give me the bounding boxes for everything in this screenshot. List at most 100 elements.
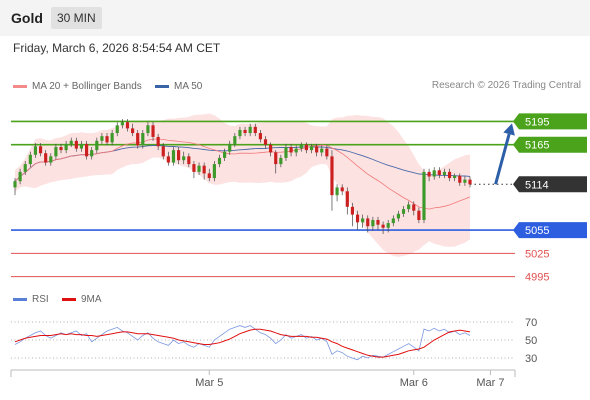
candle-body — [182, 156, 186, 161]
candle — [299, 142, 303, 152]
candle-body — [427, 171, 431, 177]
projection-arrow-shaft — [494, 133, 511, 185]
candle — [146, 122, 150, 137]
candle-body — [54, 147, 58, 157]
candle-body — [243, 129, 247, 134]
candle — [253, 123, 257, 137]
candle-body — [166, 156, 170, 163]
candle-body — [130, 128, 135, 134]
rsi-line — [14, 325, 471, 361]
candle-body — [120, 122, 124, 126]
candle — [304, 142, 308, 154]
candle-body — [376, 220, 380, 225]
bollinger-swatch — [13, 85, 27, 88]
candle — [187, 153, 191, 168]
candle — [263, 136, 268, 149]
candle-body — [320, 148, 324, 153]
candle — [192, 161, 196, 179]
candle — [447, 168, 452, 182]
rsi-ma-swatch — [62, 298, 76, 301]
candle — [223, 148, 227, 162]
candle-body — [141, 133, 145, 146]
candle-body — [28, 154, 32, 165]
candle — [289, 143, 293, 157]
legend-bollinger: MA 20 + Bollinger Bands — [13, 81, 142, 92]
candle — [340, 184, 344, 196]
candle — [59, 143, 63, 154]
candle — [197, 162, 201, 175]
candle-body — [437, 170, 441, 175]
candle — [417, 207, 421, 224]
candle — [325, 145, 329, 160]
candle-body — [90, 150, 94, 157]
candle-body — [74, 140, 78, 149]
candle — [238, 126, 242, 140]
candle-body — [269, 144, 273, 153]
candle — [432, 167, 436, 180]
candle — [422, 168, 426, 224]
candle — [320, 145, 324, 157]
candle-body — [361, 218, 365, 223]
candle — [284, 143, 288, 162]
candle — [125, 119, 130, 132]
candle-body — [38, 146, 43, 154]
candle-body — [458, 175, 462, 183]
candle — [381, 221, 385, 234]
candle-body — [23, 164, 27, 172]
candle — [54, 143, 58, 160]
candle — [258, 129, 262, 143]
candle — [315, 143, 319, 157]
candle — [458, 173, 462, 186]
candle-body — [59, 147, 63, 151]
candle-body — [161, 146, 165, 157]
candle-body — [202, 165, 206, 174]
candle-body — [84, 143, 89, 157]
candle-body — [432, 170, 436, 177]
candle — [355, 210, 360, 231]
candle-body — [366, 218, 370, 227]
candle-body — [197, 165, 201, 172]
candle-body — [13, 181, 17, 188]
candle — [28, 151, 32, 168]
candle — [136, 129, 140, 149]
candle — [182, 151, 186, 165]
time-axis-label-0: Mar 5 — [195, 377, 223, 389]
time-axis-label-1: Mar 6 — [400, 377, 428, 389]
candle — [151, 122, 155, 141]
candle-body — [453, 175, 457, 179]
candle — [79, 140, 84, 152]
candle-body — [187, 156, 191, 165]
candle-body — [468, 179, 472, 185]
candle — [74, 137, 78, 152]
candle-body — [258, 133, 262, 140]
candle-body — [207, 173, 211, 179]
candle — [468, 176, 472, 188]
candle — [233, 133, 237, 148]
candle — [309, 143, 314, 154]
candle — [396, 210, 401, 222]
candle — [386, 220, 390, 233]
legend-rsi-ma-label: 9MA — [81, 294, 102, 305]
candle — [371, 216, 375, 231]
candle — [401, 206, 406, 217]
candle-body — [315, 146, 319, 153]
candle-body — [371, 220, 375, 227]
candle-body — [412, 204, 416, 211]
candle-body — [248, 126, 252, 134]
candle — [248, 123, 252, 137]
candle-body — [79, 143, 84, 149]
level-label-3: 5055 — [525, 225, 549, 237]
candle-body — [299, 144, 303, 149]
level-tag-2 — [513, 176, 587, 193]
candle — [361, 214, 365, 228]
legend-ma50-label: MA 50 — [174, 81, 203, 92]
candle-body — [212, 164, 216, 179]
candle — [110, 129, 114, 146]
time-axis-label-2: Mar 7 — [476, 377, 504, 389]
candle-body — [396, 213, 401, 219]
timeframe-button[interactable]: 30 MIN — [51, 7, 102, 29]
candle-body — [49, 156, 53, 163]
candle-body — [151, 125, 155, 137]
candle-body — [156, 136, 160, 147]
candle-body — [223, 151, 227, 158]
